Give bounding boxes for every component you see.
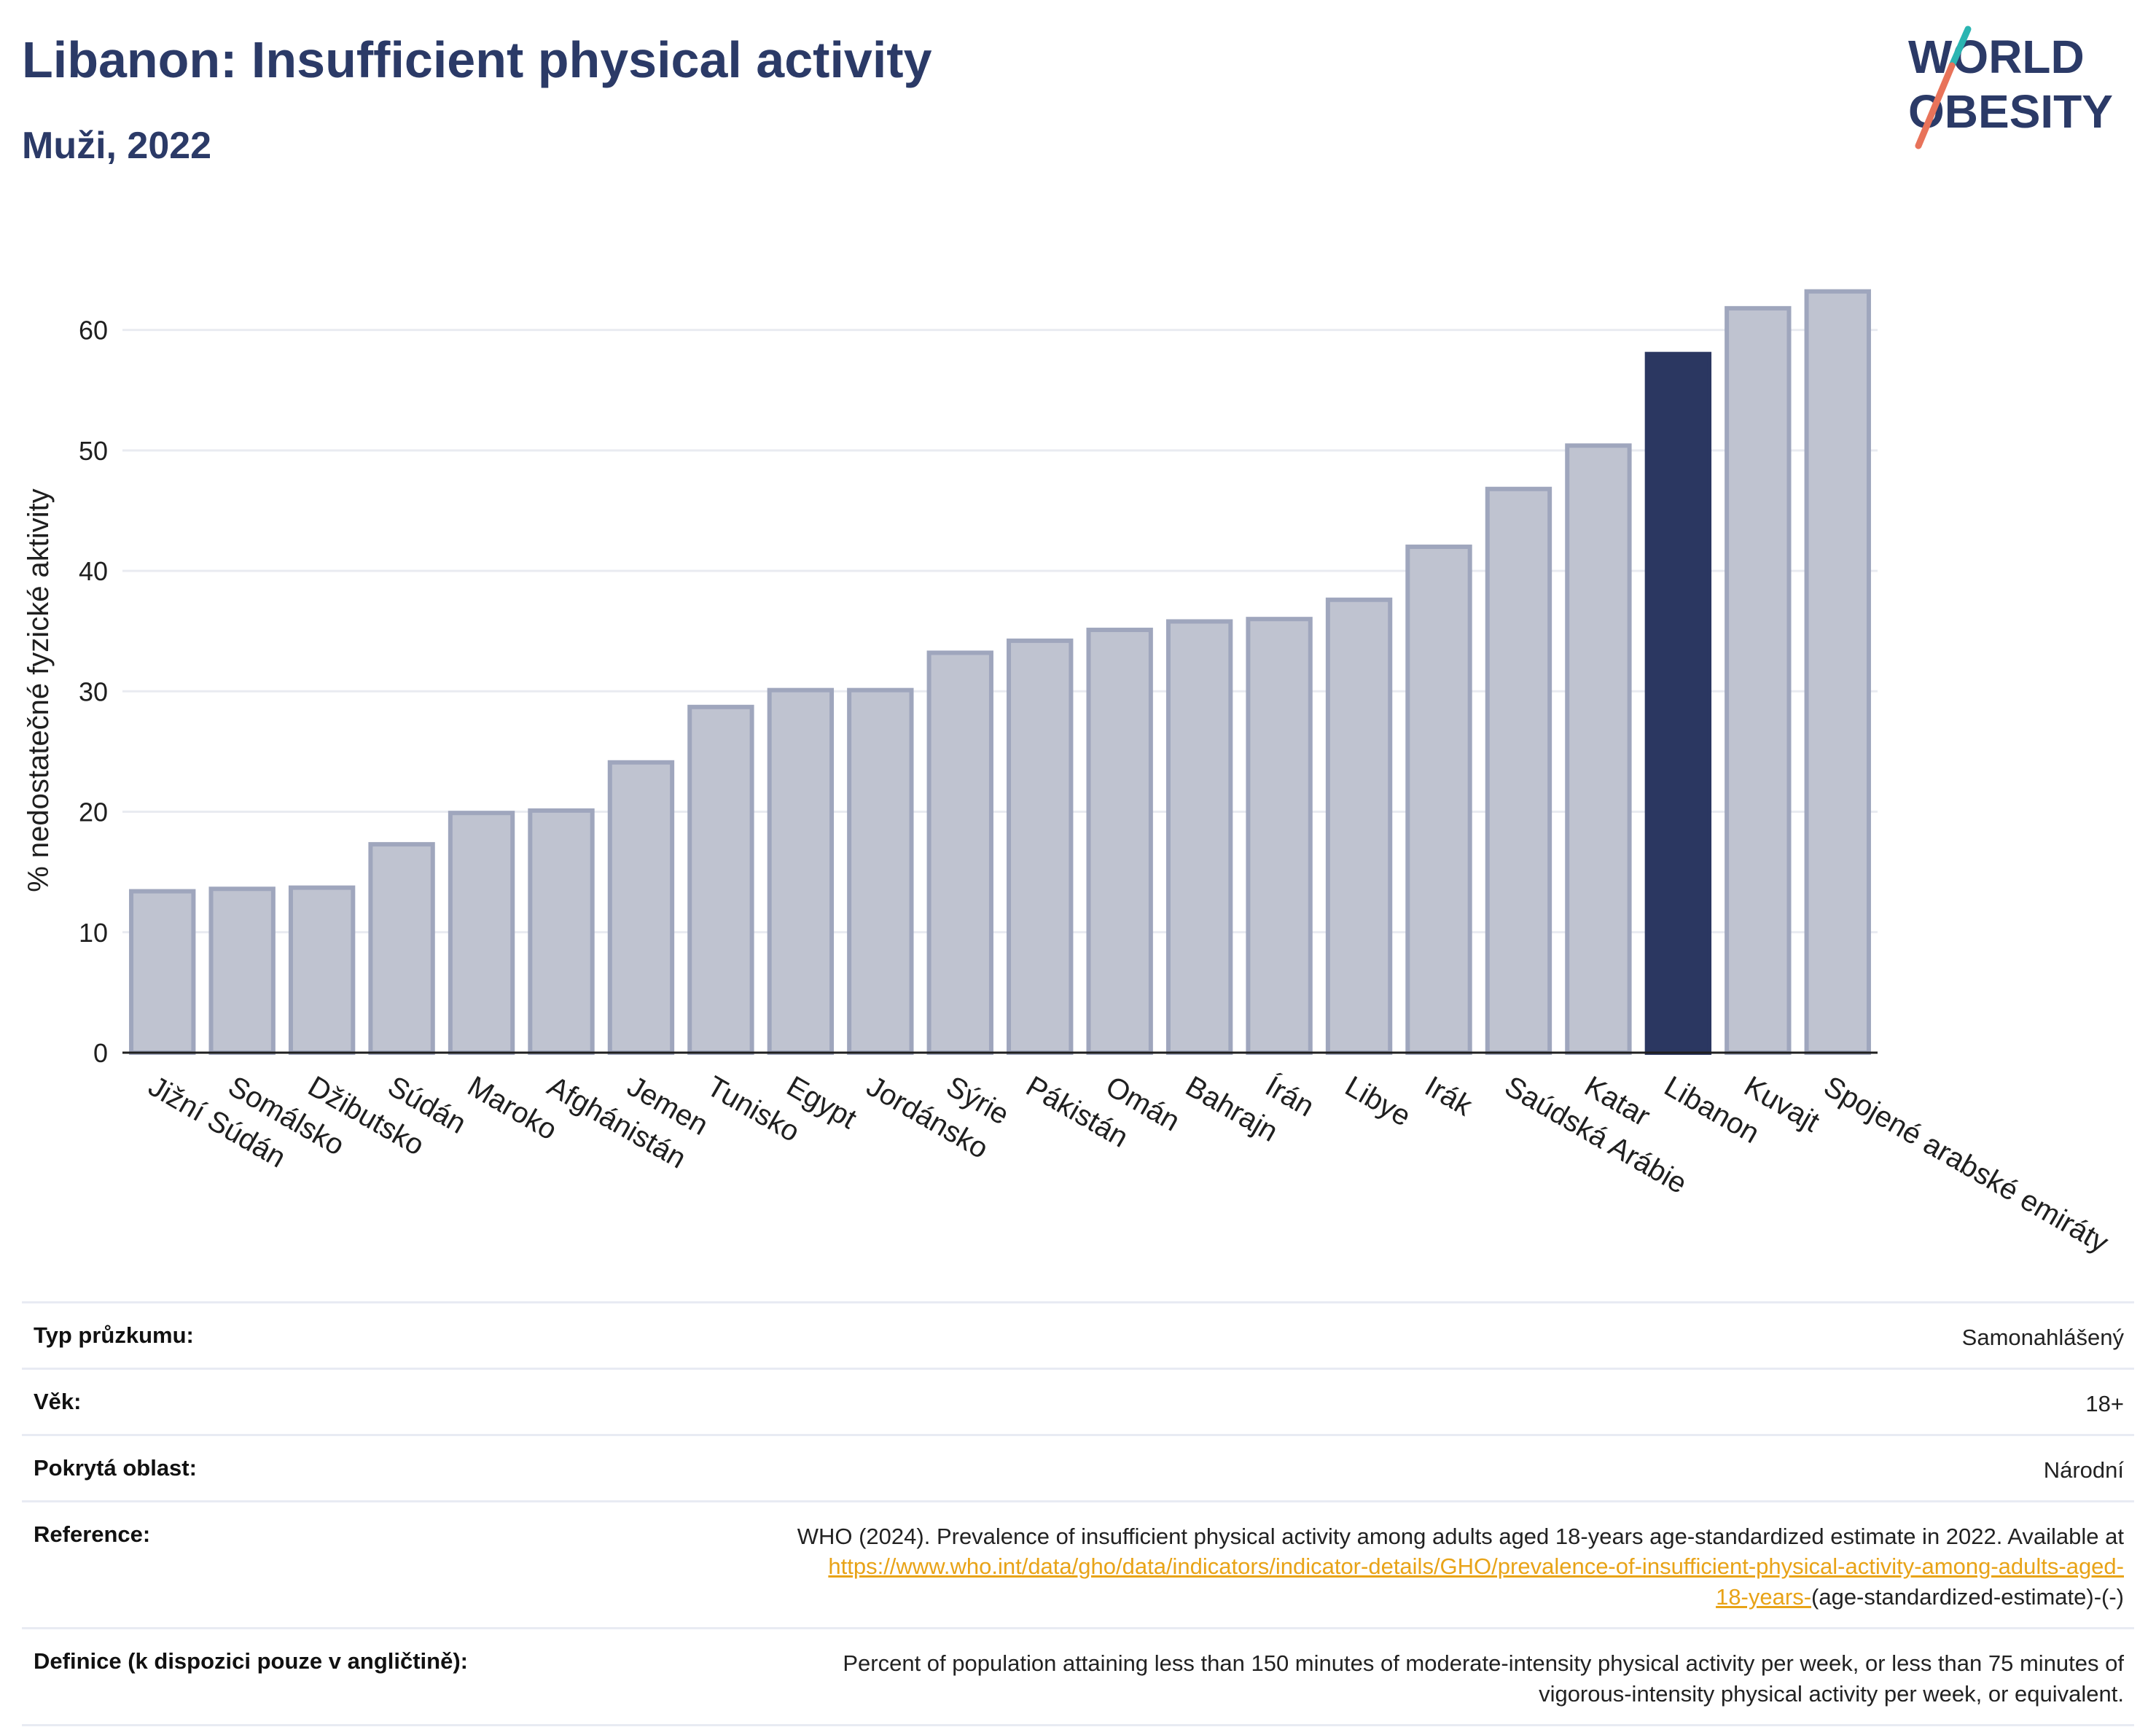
definition-label: Definice (k dispozici pouze v angličtině… <box>22 1627 558 1726</box>
bar-16 <box>1405 545 1472 1055</box>
x-tick-label: Bahrajn <box>1180 1070 1283 1148</box>
reference-suffix: (age-standardized-estimate)-(-) <box>1811 1584 2124 1610</box>
y-tick-label: 0 <box>93 1038 108 1068</box>
reference-text: WHO (2024). Prevalence of insufficient p… <box>797 1523 2124 1549</box>
bar-12 <box>1086 628 1153 1055</box>
y-tick-label: 50 <box>79 436 108 466</box>
reference-link[interactable]: https://www.who.int/data/gho/data/indica… <box>828 1553 2124 1610</box>
page-subtitle: Muži, 2022 <box>22 125 212 167</box>
y-tick-label: 60 <box>79 316 108 346</box>
bar-21 <box>1804 289 1871 1055</box>
x-tick-label: Maroko <box>462 1070 563 1147</box>
meta-row-age: Věk: 18+ <box>22 1367 2134 1435</box>
survey-type-value: Samonahlášený <box>558 1301 2134 1369</box>
reference-value: WHO (2024). Prevalence of insufficient p… <box>558 1500 2134 1629</box>
bar-2 <box>288 885 356 1055</box>
bar-3 <box>368 842 435 1055</box>
bar-6 <box>607 760 675 1055</box>
bar-10 <box>926 650 993 1055</box>
age-value: 18+ <box>558 1367 2134 1435</box>
bar-8 <box>767 687 835 1055</box>
coverage-value: Národní <box>558 1433 2134 1502</box>
meta-row-coverage: Pokrytá oblast: Národní <box>22 1433 2134 1502</box>
y-axis-ticks: 0 10 20 30 40 50 60 <box>79 316 108 1068</box>
bar-9 <box>847 687 914 1055</box>
survey-type-label: Typ průzkumu: <box>22 1301 558 1369</box>
page-title: Libanon: Insufficient physical activity <box>22 31 932 88</box>
reference-link-line-1: https://www.who.int/data/gho/data/indica… <box>828 1553 2124 1580</box>
definition-value: Percent of population attaining less tha… <box>558 1627 2134 1726</box>
bar-chart: 0 10 20 30 40 50 60 Jižní SúdánSomálskoDžibuts… <box>23 289 2114 1259</box>
bar-0 <box>129 889 196 1055</box>
meta-row-survey-type: Typ průzkumu: Samonahlášený <box>22 1301 2134 1369</box>
bar-11 <box>1007 638 1074 1055</box>
chart-bars <box>129 289 1871 1056</box>
logo-line-1: WORLD <box>1908 31 2085 83</box>
bar-1 <box>208 886 276 1055</box>
meta-row-reference: Reference: WHO (2024). Prevalence of ins… <box>22 1500 2134 1629</box>
x-axis-labels: Jižní SúdánSomálskoDžibutskoSúdánMarokoA… <box>143 1069 2114 1259</box>
bar-20 <box>1725 305 1792 1055</box>
y-tick-label: 10 <box>79 918 108 948</box>
reference-label: Reference: <box>22 1500 558 1629</box>
logo-slash-top <box>1948 26 1972 69</box>
meta-row-definition: Definice (k dispozici pouze v angličtině… <box>22 1627 2134 1726</box>
x-tick-label: Libye <box>1340 1070 1416 1133</box>
bar-18 <box>1565 443 1632 1055</box>
bar-7 <box>687 704 754 1056</box>
bar-4 <box>448 811 515 1056</box>
y-tick-label: 20 <box>79 798 108 827</box>
y-axis-label: % nedostatečné fyzické aktivity <box>23 488 55 892</box>
x-tick-label: Irák <box>1420 1070 1479 1123</box>
metadata-table: Typ průzkumu: Samonahlášený Věk: 18+ Pok… <box>22 1301 2134 1726</box>
definition-line-2: vigorous-intensity physical activity per… <box>1539 1680 2124 1707</box>
x-tick-label: Tunisko <box>701 1070 805 1148</box>
world-obesity-logo: WORLD OBESITY <box>1908 26 2113 149</box>
y-tick-label: 40 <box>79 556 108 586</box>
y-tick-label: 30 <box>79 677 108 706</box>
x-tick-label: Spojené arabské emiráty <box>1819 1070 2114 1259</box>
reference-link-line-2: 18-years- <box>1716 1584 1812 1610</box>
logo-slash-bottom <box>1915 62 1956 149</box>
bar-15 <box>1325 597 1393 1055</box>
definition-line-1: Percent of population attaining less tha… <box>843 1650 2124 1677</box>
bar-14 <box>1246 617 1313 1055</box>
bar-19 <box>1644 351 1712 1055</box>
bar-17 <box>1485 486 1552 1056</box>
bar-5 <box>528 808 595 1056</box>
age-label: Věk: <box>22 1367 558 1435</box>
coverage-label: Pokrytá oblast: <box>22 1433 558 1502</box>
bar-13 <box>1165 619 1233 1055</box>
